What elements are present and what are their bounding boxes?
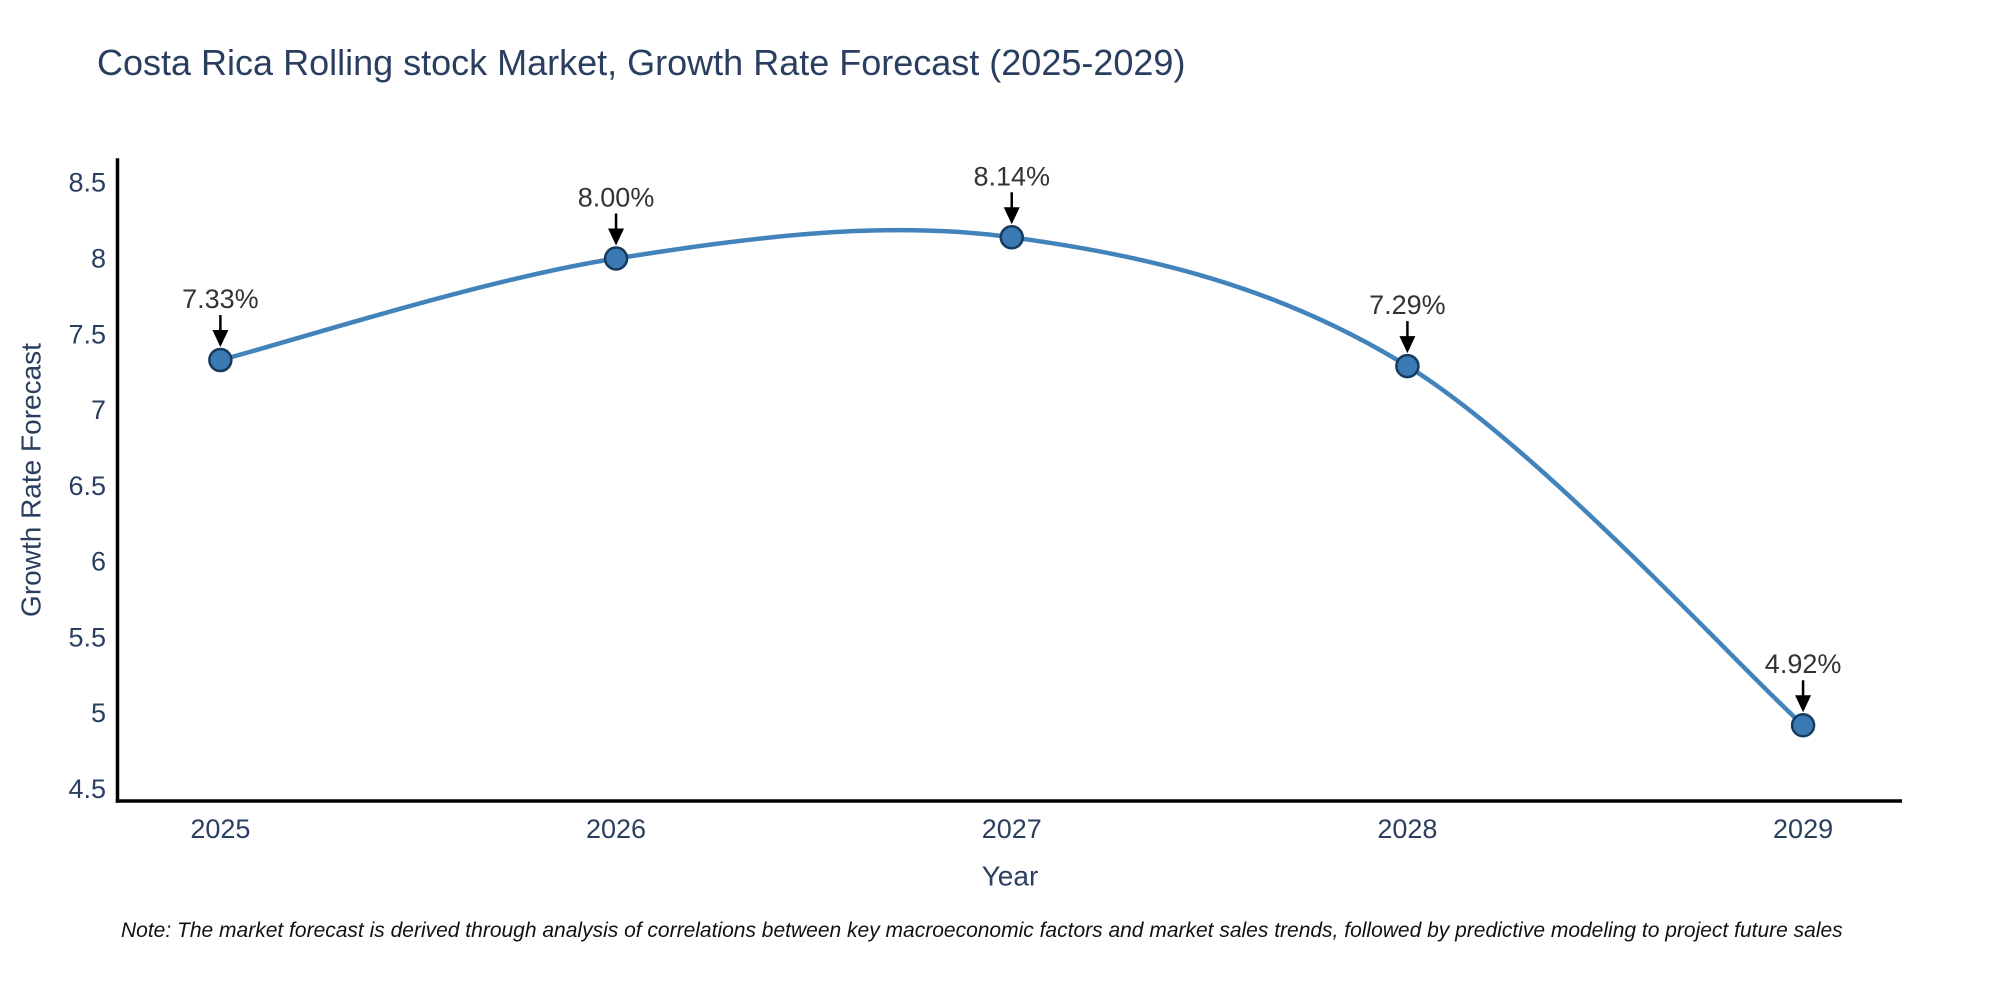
y-tick-label: 6.5 [68, 471, 106, 501]
y-tick-label: 8 [91, 243, 106, 273]
chart-title: Costa Rica Rolling stock Market, Growth … [97, 42, 1186, 83]
x-tick-label: 2025 [190, 814, 250, 844]
point-value-label: 7.29% [1369, 290, 1446, 320]
annotation-arrow-head [608, 228, 625, 246]
x-axis-title: Year [982, 861, 1039, 892]
annotation-arrow-head [1399, 336, 1416, 354]
chart-footnote: Note: The market forecast is derived thr… [121, 919, 1843, 942]
y-tick-label: 7.5 [68, 319, 106, 349]
y-tick-label: 4.5 [68, 774, 106, 804]
y-tick-label: 7 [91, 395, 106, 425]
point-value-label: 7.33% [182, 284, 259, 314]
x-tick-label: 2028 [1377, 814, 1437, 844]
y-axis-title: Growth Rate Forecast [16, 343, 47, 617]
data-point-marker [1790, 712, 1816, 738]
plot-area: 4.5 5 5.5 6 6.5 7 7.5 8 8.5 2025 2026 2027 2028 2029 7… [68, 158, 1902, 844]
x-tick-label: 2027 [982, 814, 1042, 844]
data-point-marker [1395, 353, 1420, 379]
y-tick-label: 6 [91, 547, 106, 577]
x-tick-label: 2029 [1773, 814, 1833, 844]
data-point-marker [208, 347, 233, 373]
x-tick-label: 2026 [586, 814, 646, 844]
y-tick-label: 5.5 [68, 622, 106, 652]
data-point-marker [999, 225, 1024, 250]
point-value-label: 8.00% [578, 182, 655, 212]
point-value-label: 4.92% [1765, 649, 1842, 679]
annotation-arrow-head [1003, 207, 1020, 225]
y-tick-label: 8.5 [68, 168, 106, 198]
annotation-arrow-head [1795, 695, 1812, 713]
y-tick-label: 5 [91, 698, 106, 728]
annotation-arrow-head [212, 330, 229, 348]
trend-line [218, 227, 1806, 728]
point-value-label: 8.14% [973, 161, 1050, 191]
data-point-marker [603, 246, 629, 271]
